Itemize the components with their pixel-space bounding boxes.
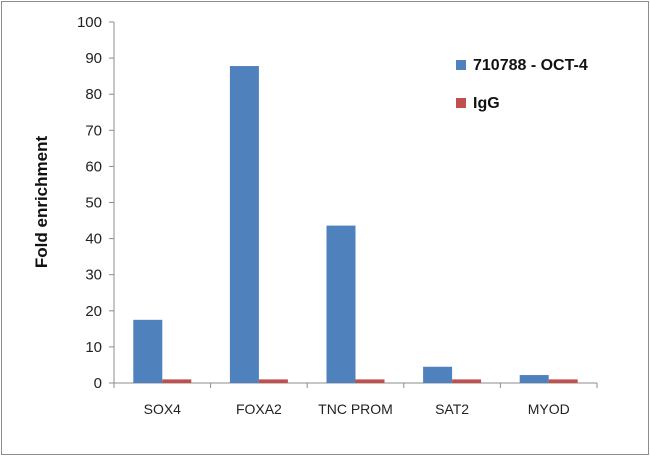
y-tick-label: 20 bbox=[85, 303, 102, 320]
bar-igg-myod bbox=[548, 379, 578, 383]
plot-area: 0 10 20 30 40 50 60 70 80 90 100 SOX4 FOXA2 TNC PROM S… bbox=[77, 14, 598, 417]
y-tick-label: 0 bbox=[94, 375, 102, 392]
x-tick-label: SOX4 bbox=[144, 401, 182, 417]
x-tick-label: TNC PROM bbox=[318, 401, 393, 417]
x-tick-label: MYOD bbox=[528, 401, 570, 417]
bar-oct4-foxa2 bbox=[229, 66, 259, 384]
legend-swatch bbox=[456, 98, 466, 108]
bar-oct4-tnc-prom bbox=[326, 225, 356, 383]
y-tick-label: 10 bbox=[85, 339, 102, 356]
legend: 710788 - OCT-4 IgG bbox=[456, 57, 588, 112]
bar-igg-tnc-prom bbox=[355, 379, 385, 383]
y-tick-label: 90 bbox=[85, 50, 102, 67]
x-tick-label: FOXA2 bbox=[236, 401, 282, 417]
bar-oct4-myod bbox=[519, 375, 549, 383]
legend-swatch bbox=[456, 60, 466, 70]
y-tick-label: 40 bbox=[85, 231, 102, 248]
y-axis-label: Fold enrichment bbox=[32, 136, 51, 269]
y-tick-label: 100 bbox=[77, 14, 102, 31]
bar-oct4-sox4 bbox=[133, 319, 163, 383]
bar-igg-foxa2 bbox=[258, 379, 288, 383]
legend-label: 710788 - OCT-4 bbox=[473, 57, 588, 74]
legend-label: IgG bbox=[473, 95, 500, 112]
y-tick-label: 60 bbox=[85, 158, 102, 175]
y-tick-label: 70 bbox=[85, 122, 102, 139]
x-tick-label: SAT2 bbox=[435, 401, 469, 417]
bar-igg-sat2 bbox=[452, 379, 482, 383]
y-tick-label: 30 bbox=[85, 267, 102, 284]
y-tick-label: 50 bbox=[85, 195, 102, 212]
bar-igg-sox4 bbox=[162, 379, 192, 383]
y-tick-label: 80 bbox=[85, 86, 102, 103]
bar-oct4-sat2 bbox=[423, 366, 453, 383]
